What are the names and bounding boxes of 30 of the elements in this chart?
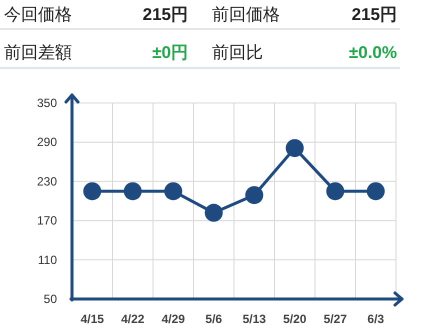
text: 215円 [142, 5, 188, 24]
text: 今回価格 [4, 5, 72, 24]
x-tick-label: 5/20 [283, 312, 307, 326]
x-tick-label: 4/15 [80, 312, 104, 326]
y-tick-label: 290 [36, 135, 58, 150]
y-tick-label: 350 [36, 96, 58, 110]
x-tick-label: 5/13 [242, 312, 266, 326]
y-tick-label: 50 [44, 292, 58, 306]
point [204, 204, 223, 222]
point [286, 139, 304, 158]
y-tick-label: 170 [36, 214, 58, 228]
point [124, 182, 142, 200]
text: 215円 [352, 5, 397, 24]
y-tick-label: 230 [36, 174, 58, 188]
point [326, 182, 344, 200]
text: 前回比 [212, 43, 263, 62]
x-tick-label: 5/27 [324, 312, 348, 326]
x-tick-label: 4/29 [162, 312, 186, 326]
point [245, 186, 264, 204]
text: 前回価格 [212, 5, 280, 24]
text: 前回差額 [4, 43, 72, 62]
x-tick-label: 4/22 [121, 312, 145, 326]
point [164, 182, 182, 200]
point [83, 182, 102, 200]
point [366, 182, 385, 200]
x-tick-label: 6/3 [367, 312, 384, 326]
text: ±0.0% [348, 43, 397, 62]
text: ±0円 [152, 43, 188, 62]
y-tick-label: 110 [38, 252, 58, 267]
x-tick-label: 5/6 [205, 312, 222, 326]
